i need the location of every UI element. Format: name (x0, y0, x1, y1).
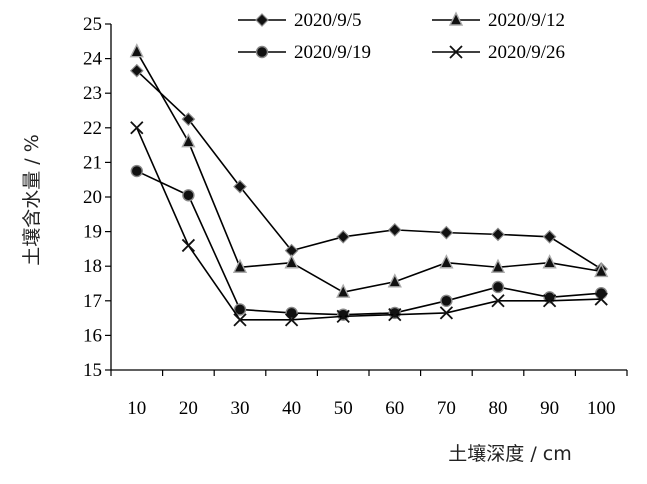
data-point (130, 164, 144, 178)
data-point (232, 258, 248, 273)
legend-label: 2020/9/12 (488, 10, 565, 31)
data-point (594, 262, 609, 278)
data-point (284, 254, 299, 269)
data-point (594, 292, 608, 306)
series-line (136, 51, 602, 293)
x-tick-label: 60 (385, 398, 404, 419)
data-point (388, 306, 401, 320)
data-point (181, 133, 196, 148)
data-point (439, 254, 454, 269)
data-point (129, 63, 144, 78)
data-point (387, 273, 402, 288)
y-tick-label: 21 (83, 152, 102, 173)
data-point (336, 309, 350, 324)
data-point (542, 294, 557, 308)
data-point (285, 306, 298, 320)
series-circle (130, 164, 608, 321)
series-triangle (129, 43, 609, 298)
data-point (182, 189, 195, 202)
y-tick-label: 24 (83, 49, 103, 70)
data-point (129, 43, 144, 58)
legend-label: 2020/9/19 (294, 42, 371, 63)
series-line (136, 170, 602, 316)
data-point (181, 238, 196, 253)
series-line (136, 70, 602, 270)
legend-marker (255, 45, 269, 59)
y-tick-label: 23 (83, 83, 102, 104)
legend: 2020/9/5 2020/9/12 2020/9/19 2020/9/26 (238, 10, 565, 63)
legend-marker (255, 13, 269, 27)
y-tick-label: 22 (83, 118, 102, 139)
y-tick-label: 25 (83, 14, 102, 35)
legend-marker (448, 11, 464, 26)
y-tick-label: 18 (83, 256, 102, 277)
x-tick-label: 70 (437, 398, 456, 419)
data-point (181, 112, 196, 126)
x-tick-label: 40 (282, 398, 301, 419)
data-point (439, 225, 454, 240)
series-line (136, 127, 602, 321)
data-point (233, 303, 247, 316)
data-point (336, 229, 351, 244)
legend-label: 2020/9/5 (294, 10, 362, 31)
series-cross (130, 121, 608, 327)
series-diamond (129, 63, 609, 276)
legend-item: 2020/9/26 (432, 42, 565, 63)
y-tick-label: 20 (83, 187, 102, 208)
data-point (595, 286, 608, 300)
x-tick-label: 80 (489, 398, 508, 419)
y-tick-label: 15 (83, 360, 102, 381)
y-tick-label: 19 (83, 222, 102, 243)
x-tick-label: 20 (179, 398, 198, 419)
x-tick-label: 100 (587, 398, 616, 419)
data-point (542, 229, 557, 244)
legend-label: 2020/9/26 (488, 42, 565, 63)
data-point (491, 227, 505, 242)
x-axis-title: 土壤深度 / cm (448, 443, 571, 465)
x-tick-label: 50 (334, 398, 353, 419)
data-point (130, 121, 144, 135)
data-point (490, 258, 506, 273)
data-point (233, 179, 247, 194)
y-tick-label: 16 (83, 325, 102, 346)
x-tick-label: 10 (127, 398, 146, 419)
legend-item: 2020/9/12 (432, 10, 565, 31)
data-point (542, 254, 557, 269)
data-point (284, 313, 299, 327)
data-point (337, 308, 350, 321)
data-point (491, 280, 505, 294)
data-point (439, 306, 454, 320)
data-point (336, 283, 351, 298)
data-point (388, 308, 402, 322)
data-point (387, 223, 402, 237)
data-point (491, 294, 505, 308)
legend-item: 2020/9/19 (238, 42, 371, 63)
legend-marker (449, 45, 463, 59)
y-tick-label: 17 (83, 291, 102, 312)
y-axis-ticks: 15 16 17 18 19 20 21 22 23 24 25 (83, 14, 111, 381)
data-point (233, 313, 247, 327)
x-tick-label: 30 (231, 398, 250, 419)
x-tick-label: 90 (540, 398, 559, 419)
data-point (440, 294, 453, 307)
x-axis-ticks: 10 20 30 40 50 60 70 80 90 100 (110, 370, 628, 419)
legend-item: 2020/9/5 (238, 10, 362, 31)
y-axis-title: 土壤含水量 / % (21, 134, 43, 266)
series-layer (129, 43, 609, 327)
